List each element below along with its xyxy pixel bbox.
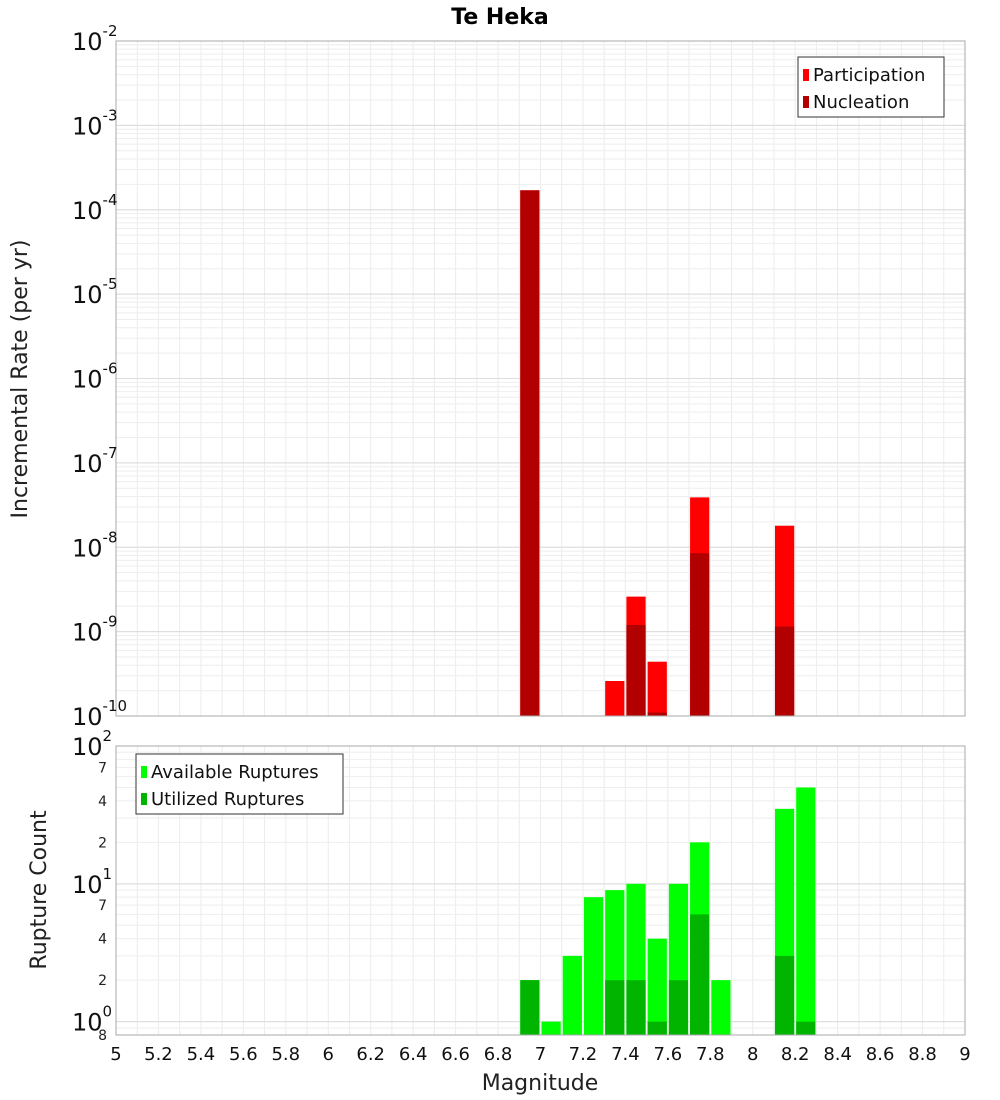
y-minor-tick-label: 7 bbox=[98, 760, 107, 776]
y-minor-tick-label: 4 bbox=[98, 794, 107, 810]
bottom-grid bbox=[115, 745, 966, 1036]
x-axis-label: Magnitude bbox=[482, 1071, 599, 1096]
legend-swatch bbox=[803, 69, 809, 81]
x-tick-label: 8 bbox=[747, 1044, 758, 1065]
x-tick-label: 8.6 bbox=[866, 1044, 895, 1065]
count-bar-b bbox=[647, 1021, 667, 1035]
y-tick-label: 10-5 bbox=[72, 275, 118, 309]
count-bar-a bbox=[647, 938, 667, 1035]
y-minor-tick-label: 8 bbox=[98, 1028, 107, 1044]
y-tick-label: 10-8 bbox=[72, 528, 118, 562]
legend-swatch bbox=[141, 766, 147, 778]
top-y-tick-labels: 10-2 10-3 10-4 10-5 10-6 10-7 10-8 10-9 10-10 bbox=[72, 22, 127, 731]
legend-swatch bbox=[141, 793, 147, 805]
count-bar-b bbox=[605, 980, 625, 1035]
top-panel: 10-2 10-3 10-4 10-5 10-6 10-7 10-8 10-9 10-10 In… bbox=[8, 22, 966, 731]
y-minor-tick-label: 4 bbox=[98, 932, 107, 948]
y-tick-label: 10-2 bbox=[72, 22, 118, 56]
y-minor-tick-label: 2 bbox=[98, 973, 107, 989]
y-tick-label: 10-10 bbox=[72, 697, 127, 731]
x-tick-label: 5.4 bbox=[187, 1044, 216, 1065]
top-legend: Participation Nucleation bbox=[797, 56, 945, 118]
x-tick-label: 6.6 bbox=[441, 1044, 470, 1065]
legend-label: Participation bbox=[813, 65, 925, 86]
rate-bar-b bbox=[520, 190, 540, 716]
x-tick-label: 5 bbox=[110, 1044, 121, 1065]
count-bar-b bbox=[668, 980, 689, 1035]
x-tick-label: 7.4 bbox=[611, 1044, 640, 1065]
y-tick-label: 10-6 bbox=[72, 360, 118, 394]
x-tick-labels: 5 5.2 5.4 5.6 5.8 6 6.2 6.4 6.6 6.8 7 7.2 7.4 7.6 7.8 8… bbox=[110, 1044, 970, 1065]
x-tick-label: 9 bbox=[959, 1044, 970, 1065]
bottom-legend: Available Ruptures Utilized Ruptures bbox=[135, 753, 344, 815]
count-bar-a bbox=[711, 980, 731, 1035]
count-bar-a bbox=[541, 1021, 561, 1035]
count-bar-a bbox=[796, 787, 816, 1035]
x-tick-label: 6 bbox=[323, 1044, 334, 1065]
rate-bar-a bbox=[605, 680, 625, 716]
x-tick-label: 5.2 bbox=[144, 1044, 173, 1065]
x-tick-label: 7.8 bbox=[696, 1044, 725, 1065]
bottom-plot-border bbox=[115, 745, 966, 1036]
x-tick-label: 7.6 bbox=[654, 1044, 683, 1065]
y-minor-tick-label: 7 bbox=[98, 898, 107, 914]
x-tick-label: 7 bbox=[535, 1044, 546, 1065]
x-tick-label: 8.2 bbox=[781, 1044, 810, 1065]
count-bar-b bbox=[796, 1021, 816, 1035]
y-tick-label: 10-9 bbox=[72, 613, 118, 647]
bottom-panel: 102 101 100 7 4 2 7 4 2 8 Rupture Count Available… bbox=[27, 727, 971, 1096]
rate-bar-b bbox=[626, 624, 646, 716]
y-tick-label: 102 bbox=[72, 727, 112, 761]
legend-label: Nucleation bbox=[813, 92, 909, 113]
rate-bar-b bbox=[774, 626, 795, 716]
count-bar-b bbox=[690, 914, 710, 1035]
legend-label: Utilized Ruptures bbox=[151, 789, 304, 810]
y-tick-label: 101 bbox=[72, 865, 112, 899]
legend-box bbox=[797, 56, 945, 118]
bottom-y-tick-labels: 102 101 100 7 4 2 7 4 2 8 bbox=[72, 727, 112, 1044]
y-tick-label: 10-3 bbox=[72, 106, 118, 140]
x-tick-label: 5.8 bbox=[271, 1044, 300, 1065]
top-bars bbox=[520, 190, 795, 716]
y-tick-label: 10-4 bbox=[72, 191, 118, 225]
rate-bar-b bbox=[647, 712, 667, 716]
count-bar-b bbox=[626, 980, 646, 1035]
count-bar-b bbox=[774, 955, 795, 1035]
rate-bar-a bbox=[647, 661, 667, 716]
legend-label: Available Ruptures bbox=[151, 762, 319, 783]
x-tick-label: 8.4 bbox=[823, 1044, 852, 1065]
bottom-y-axis-label: Rupture Count bbox=[27, 810, 52, 970]
top-plot-border bbox=[115, 40, 966, 717]
x-tick-label: 8.8 bbox=[908, 1044, 937, 1065]
x-tick-label: 7.2 bbox=[569, 1044, 598, 1065]
x-tick-label: 5.6 bbox=[229, 1044, 258, 1065]
legend-swatch bbox=[803, 96, 809, 108]
legend-box bbox=[135, 753, 344, 815]
x-tick-label: 6.4 bbox=[399, 1044, 428, 1065]
y-tick-label: 10-7 bbox=[72, 444, 118, 478]
bottom-bars bbox=[520, 787, 816, 1035]
count-bar-a bbox=[583, 897, 604, 1035]
count-bar-a bbox=[562, 955, 582, 1035]
count-bar-b bbox=[520, 980, 540, 1035]
chart-title: Te Heka bbox=[451, 5, 548, 30]
top-grid bbox=[115, 40, 966, 717]
y-tick-label: 100 bbox=[72, 1003, 112, 1037]
rate-bar-b bbox=[690, 553, 710, 716]
x-tick-label: 6.2 bbox=[356, 1044, 385, 1065]
x-tick-label: 6.8 bbox=[484, 1044, 513, 1065]
y-minor-tick-label: 2 bbox=[98, 835, 107, 851]
top-y-axis-label: Incremental Rate (per yr) bbox=[8, 240, 33, 519]
